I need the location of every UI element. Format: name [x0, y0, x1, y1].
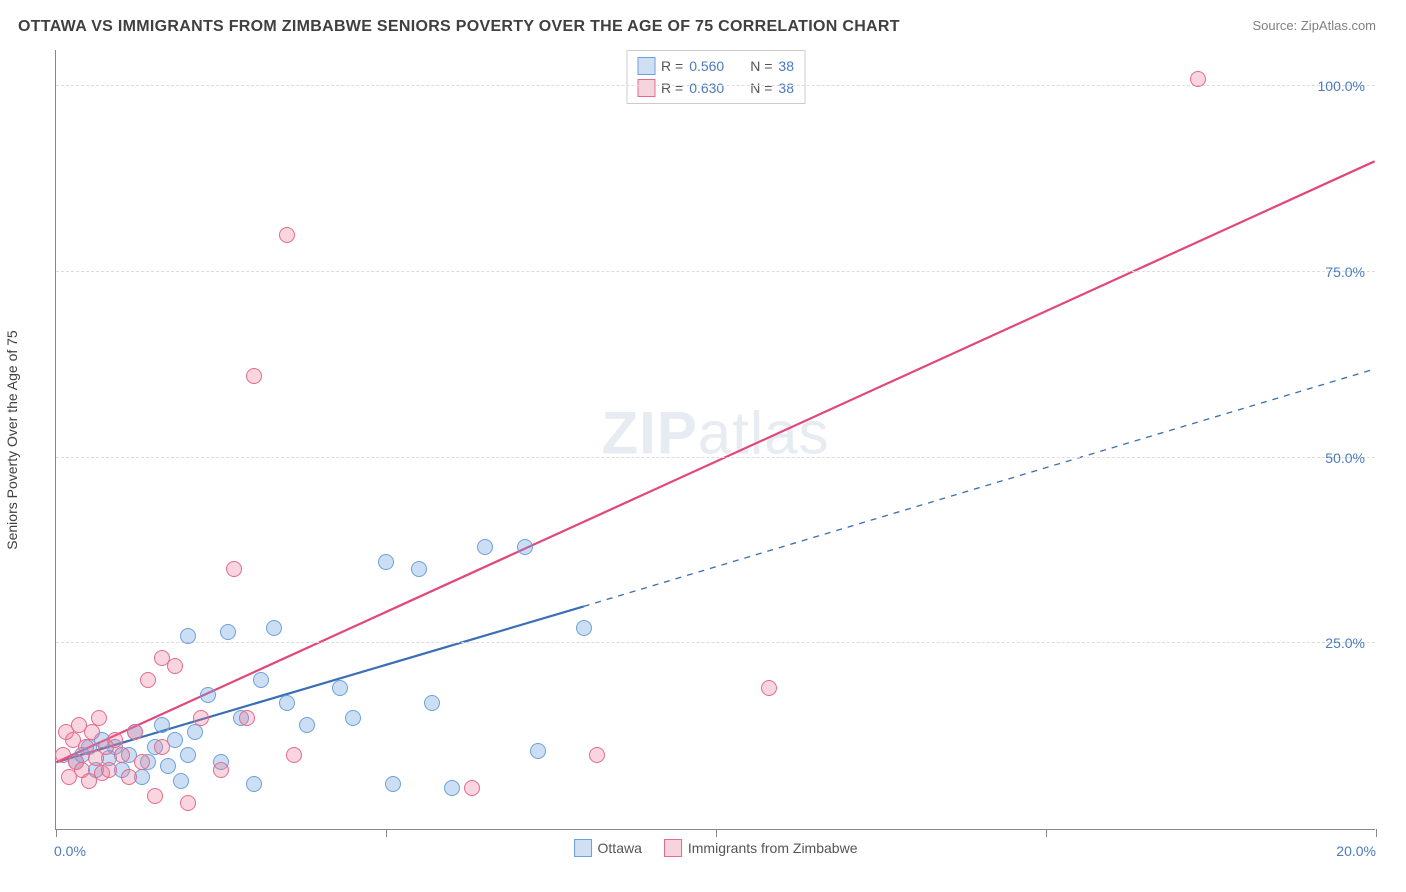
legend-swatch [574, 839, 592, 857]
scatter-point [213, 762, 229, 778]
scatter-point [576, 620, 592, 636]
scatter-point [180, 747, 196, 763]
legend-row: R = 0.630 N = 38 [637, 77, 794, 99]
x-tick [56, 829, 57, 837]
scatter-point [239, 710, 255, 726]
legend-n-value: 38 [778, 58, 794, 74]
scatter-point [589, 747, 605, 763]
series-label: Immigrants from Zimbabwe [688, 840, 858, 856]
y-tick-label: 75.0% [1325, 264, 1365, 280]
scatter-point [385, 776, 401, 792]
scatter-point [253, 672, 269, 688]
scatter-point [279, 695, 295, 711]
y-tick-label: 25.0% [1325, 635, 1365, 651]
scatter-point [411, 561, 427, 577]
scatter-point [761, 680, 777, 696]
scatter-point [101, 762, 117, 778]
scatter-point [444, 780, 460, 796]
x-tick [1046, 829, 1047, 837]
legend-r-label: R = [661, 80, 683, 96]
source-label: Source: ZipAtlas.com [1252, 18, 1376, 33]
scatter-point [378, 554, 394, 570]
series-label: Ottawa [598, 840, 642, 856]
scatter-point [1190, 71, 1206, 87]
scatter-point [299, 717, 315, 733]
legend-swatch [637, 79, 655, 97]
scatter-point [220, 624, 236, 640]
gridline [56, 85, 1375, 86]
y-tick-label: 50.0% [1325, 450, 1365, 466]
scatter-point [84, 724, 100, 740]
correlation-legend: R = 0.560 N = 38 R = 0.630 N = 38 [626, 50, 805, 104]
scatter-point [107, 732, 123, 748]
scatter-point [114, 747, 130, 763]
scatter-point [332, 680, 348, 696]
x-tick [386, 829, 387, 837]
scatter-point [160, 758, 176, 774]
x-tick [716, 829, 717, 837]
scatter-point [530, 743, 546, 759]
scatter-point [154, 739, 170, 755]
legend-n-value: 38 [778, 80, 794, 96]
legend-r-label: R = [661, 58, 683, 74]
scatter-point [187, 724, 203, 740]
scatter-point [140, 672, 156, 688]
scatter-point [167, 658, 183, 674]
series-legend-item: Ottawa [574, 839, 642, 857]
scatter-point [193, 710, 209, 726]
scatter-point [180, 628, 196, 644]
plot-area: ZIPatlas R =0.560N =38R =0.630N =38 Otta… [55, 50, 1375, 830]
scatter-point [286, 747, 302, 763]
scatter-point [173, 773, 189, 789]
legend-n-label: N = [750, 80, 772, 96]
scatter-point [517, 539, 533, 555]
scatter-point [246, 368, 262, 384]
legend-swatch [637, 57, 655, 75]
legend-r-value: 0.560 [689, 58, 724, 74]
x-tick [1376, 829, 1377, 837]
series-legend: Ottawa Immigrants from Zimbabwe [574, 839, 858, 857]
scatter-point [180, 795, 196, 811]
scatter-point [266, 620, 282, 636]
scatter-point [424, 695, 440, 711]
y-axis-label: Seniors Poverty Over the Age of 75 [4, 330, 20, 549]
scatter-point [147, 788, 163, 804]
legend-row: R = 0.560 N = 38 [637, 55, 794, 77]
scatter-point [464, 780, 480, 796]
x-tick-label: 0.0% [54, 843, 86, 859]
legend-swatch [664, 839, 682, 857]
scatter-point [246, 776, 262, 792]
chart-container: OTTAWA VS IMMIGRANTS FROM ZIMBABWE SENIO… [0, 0, 1406, 892]
legend-r-value: 0.630 [689, 80, 724, 96]
y-tick-label: 100.0% [1318, 78, 1365, 94]
gridline [56, 642, 1375, 643]
scatter-point [345, 710, 361, 726]
scatter-point [127, 724, 143, 740]
series-legend-item: Immigrants from Zimbabwe [664, 839, 858, 857]
x-tick-label: 20.0% [1336, 843, 1376, 859]
scatter-point [121, 769, 137, 785]
scatter-point [134, 754, 150, 770]
scatter-point [279, 227, 295, 243]
scatter-point [154, 717, 170, 733]
scatter-point [477, 539, 493, 555]
gridline [56, 271, 1375, 272]
legend-n-label: N = [750, 58, 772, 74]
scatter-point [200, 687, 216, 703]
scatter-point [226, 561, 242, 577]
chart-title: OTTAWA VS IMMIGRANTS FROM ZIMBABWE SENIO… [18, 18, 900, 36]
gridline [56, 457, 1375, 458]
scatter-point [91, 710, 107, 726]
